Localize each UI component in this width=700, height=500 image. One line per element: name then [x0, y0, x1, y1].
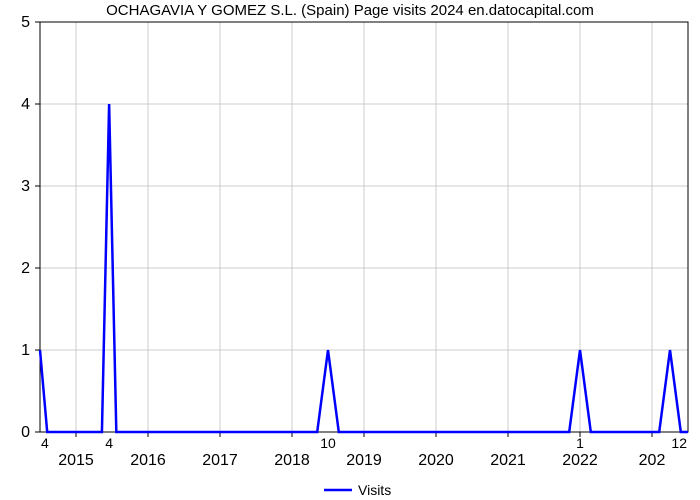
category-label: 4	[105, 435, 113, 451]
xtick-label: 2018	[274, 452, 310, 469]
ytick-label: 3	[21, 178, 30, 195]
chart-svg: 0123452015201620172018201920202021202220…	[0, 0, 700, 500]
category-label: 10	[320, 435, 336, 451]
xtick-label: 2022	[562, 452, 598, 469]
xtick-label: 2016	[130, 452, 166, 469]
ytick-label: 4	[21, 96, 30, 113]
ytick-label: 2	[21, 260, 30, 277]
legend-label: Visits	[358, 482, 391, 498]
category-label: 1	[576, 435, 584, 451]
ytick-label: 5	[21, 14, 30, 31]
xtick-label: 2019	[346, 452, 382, 469]
xtick-label: 2021	[490, 452, 526, 469]
xtick-label: 2020	[418, 452, 454, 469]
xtick-label: 2015	[58, 452, 94, 469]
xtick-label: 2017	[202, 452, 238, 469]
ytick-label: 1	[21, 342, 30, 359]
ytick-label: 0	[21, 424, 30, 441]
xtick-label: 202	[639, 452, 666, 469]
chart-container: OCHAGAVIA Y GOMEZ S.L. (Spain) Page visi…	[0, 0, 700, 500]
category-label: 12	[671, 435, 687, 451]
category-label: 4	[41, 435, 49, 451]
